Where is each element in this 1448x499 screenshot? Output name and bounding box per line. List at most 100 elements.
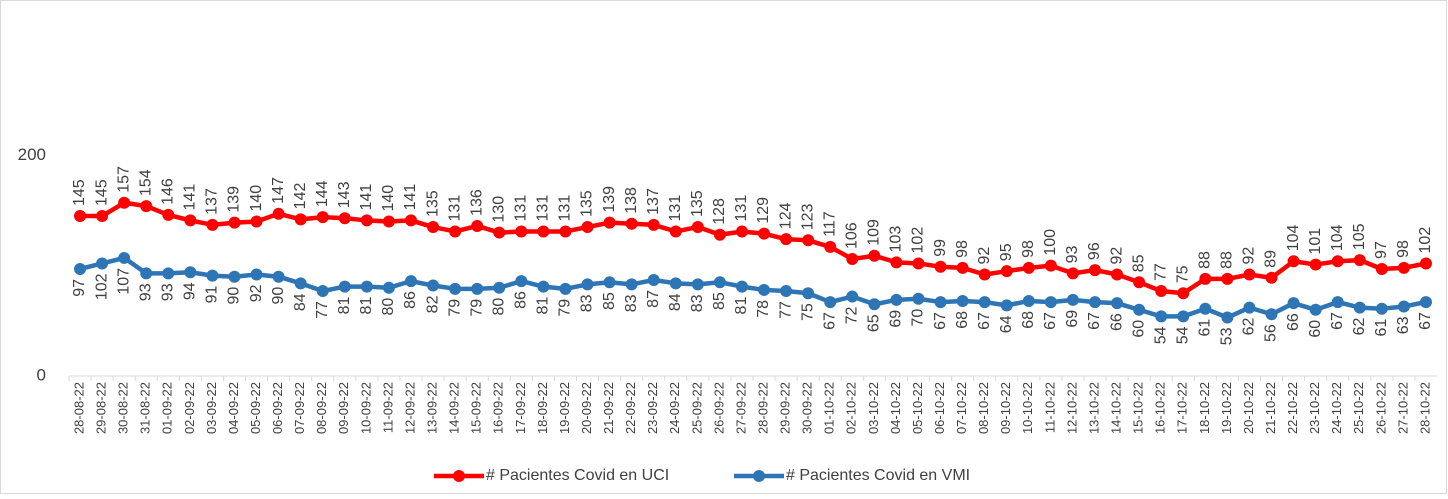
data-label: 63 (1395, 316, 1412, 334)
data-label: 67 (932, 312, 949, 330)
x-tick-label: 28-10-22 (1417, 382, 1432, 434)
data-label: 135 (424, 190, 441, 217)
data-point (934, 260, 947, 273)
data-label: 143 (336, 181, 353, 208)
x-tick-label: 13-10-22 (1086, 382, 1101, 434)
data-label: 61 (1373, 319, 1390, 337)
x-tick-label: 26-09-22 (711, 382, 726, 434)
data-label: 54 (1174, 326, 1191, 344)
x-tick-label: 18-10-22 (1197, 382, 1212, 434)
data-point (603, 276, 616, 289)
data-label: 131 (513, 195, 530, 222)
data-point (868, 298, 881, 311)
data-point (1353, 254, 1366, 267)
data-label: 99 (932, 239, 949, 257)
data-point (1309, 303, 1322, 316)
x-tick-label: 14-09-22 (447, 382, 462, 434)
data-point (1066, 293, 1079, 306)
x-tick-label: 07-09-22 (292, 382, 307, 434)
legend-label: # Pacientes Covid en UCI (486, 467, 669, 484)
data-point (912, 292, 925, 305)
data-point (647, 218, 660, 231)
data-label: 128 (711, 198, 728, 225)
data-label: 70 (910, 309, 927, 327)
x-tick-label: 23-10-22 (1307, 382, 1322, 434)
data-point (1066, 267, 1079, 280)
data-point (1199, 302, 1212, 315)
data-point (1265, 308, 1278, 321)
data-point (537, 280, 550, 293)
data-label: 141 (358, 184, 375, 211)
data-point (471, 219, 484, 232)
x-tick-label: 01-09-22 (160, 382, 175, 434)
data-point (868, 249, 881, 262)
data-label: 129 (755, 197, 772, 224)
data-point (780, 233, 793, 246)
data-point (1089, 296, 1101, 309)
x-tick-label: 02-10-22 (844, 382, 859, 434)
data-point (427, 279, 440, 292)
data-label: 81 (733, 297, 750, 315)
data-point (272, 270, 285, 283)
data-point (669, 277, 682, 290)
x-tick-label: 27-10-22 (1395, 382, 1410, 434)
data-point (515, 275, 528, 288)
data-label: 96 (1086, 242, 1103, 260)
data-point (713, 276, 726, 289)
data-label: 102 (1417, 227, 1434, 254)
data-label: 82 (424, 295, 441, 313)
data-point (493, 226, 506, 239)
data-label: 72 (844, 306, 861, 324)
x-tick-label: 22-09-22 (623, 382, 638, 434)
data-point (316, 285, 329, 298)
data-point (405, 214, 417, 227)
data-point (978, 296, 991, 309)
data-point (559, 282, 572, 295)
data-label: 104 (1329, 224, 1346, 251)
data-label: 92 (976, 247, 993, 265)
data-label: 67 (1042, 312, 1059, 330)
data-point (1133, 303, 1146, 316)
data-label: 93 (137, 283, 154, 301)
data-point (1177, 287, 1190, 300)
data-label: 97 (1373, 241, 1390, 259)
x-tick-label: 04-10-22 (888, 382, 903, 434)
data-label: 64 (998, 315, 1015, 333)
data-point (912, 257, 925, 270)
data-label: 84 (292, 293, 309, 311)
x-tick-label: 12-10-22 (1064, 382, 1079, 434)
data-point (338, 280, 351, 293)
data-label: 131 (535, 195, 552, 222)
x-tick-label: 11-10-22 (1042, 382, 1057, 433)
data-label: 102 (93, 273, 110, 300)
data-label: 147 (270, 177, 287, 204)
data-point (1000, 299, 1013, 312)
data-point (118, 251, 131, 264)
data-label: 86 (402, 291, 419, 309)
data-label: 81 (358, 297, 375, 315)
data-label: 105 (1351, 223, 1368, 250)
data-label: 94 (182, 282, 199, 300)
data-point (515, 225, 528, 238)
data-label: 88 (1197, 251, 1214, 269)
data-label: 80 (380, 298, 397, 316)
x-tick-label: 09-10-22 (998, 382, 1013, 434)
data-point (250, 215, 263, 228)
data-point (625, 278, 638, 291)
x-tick-label: 19-09-22 (557, 382, 572, 434)
x-tick-label: 20-10-22 (1241, 382, 1256, 434)
data-label: 79 (557, 299, 574, 317)
data-label: 137 (645, 188, 662, 215)
data-label: 92 (248, 284, 265, 302)
data-point (824, 240, 837, 253)
data-label: 102 (910, 227, 927, 254)
data-label: 130 (490, 196, 507, 223)
data-point (846, 253, 859, 266)
x-tick-label: 14-10-22 (1109, 382, 1124, 434)
data-point (1375, 262, 1388, 275)
data-label: 75 (799, 303, 816, 321)
x-tick-label: 30-08-22 (116, 382, 131, 434)
data-point (1111, 268, 1124, 281)
data-label: 97 (71, 279, 88, 297)
